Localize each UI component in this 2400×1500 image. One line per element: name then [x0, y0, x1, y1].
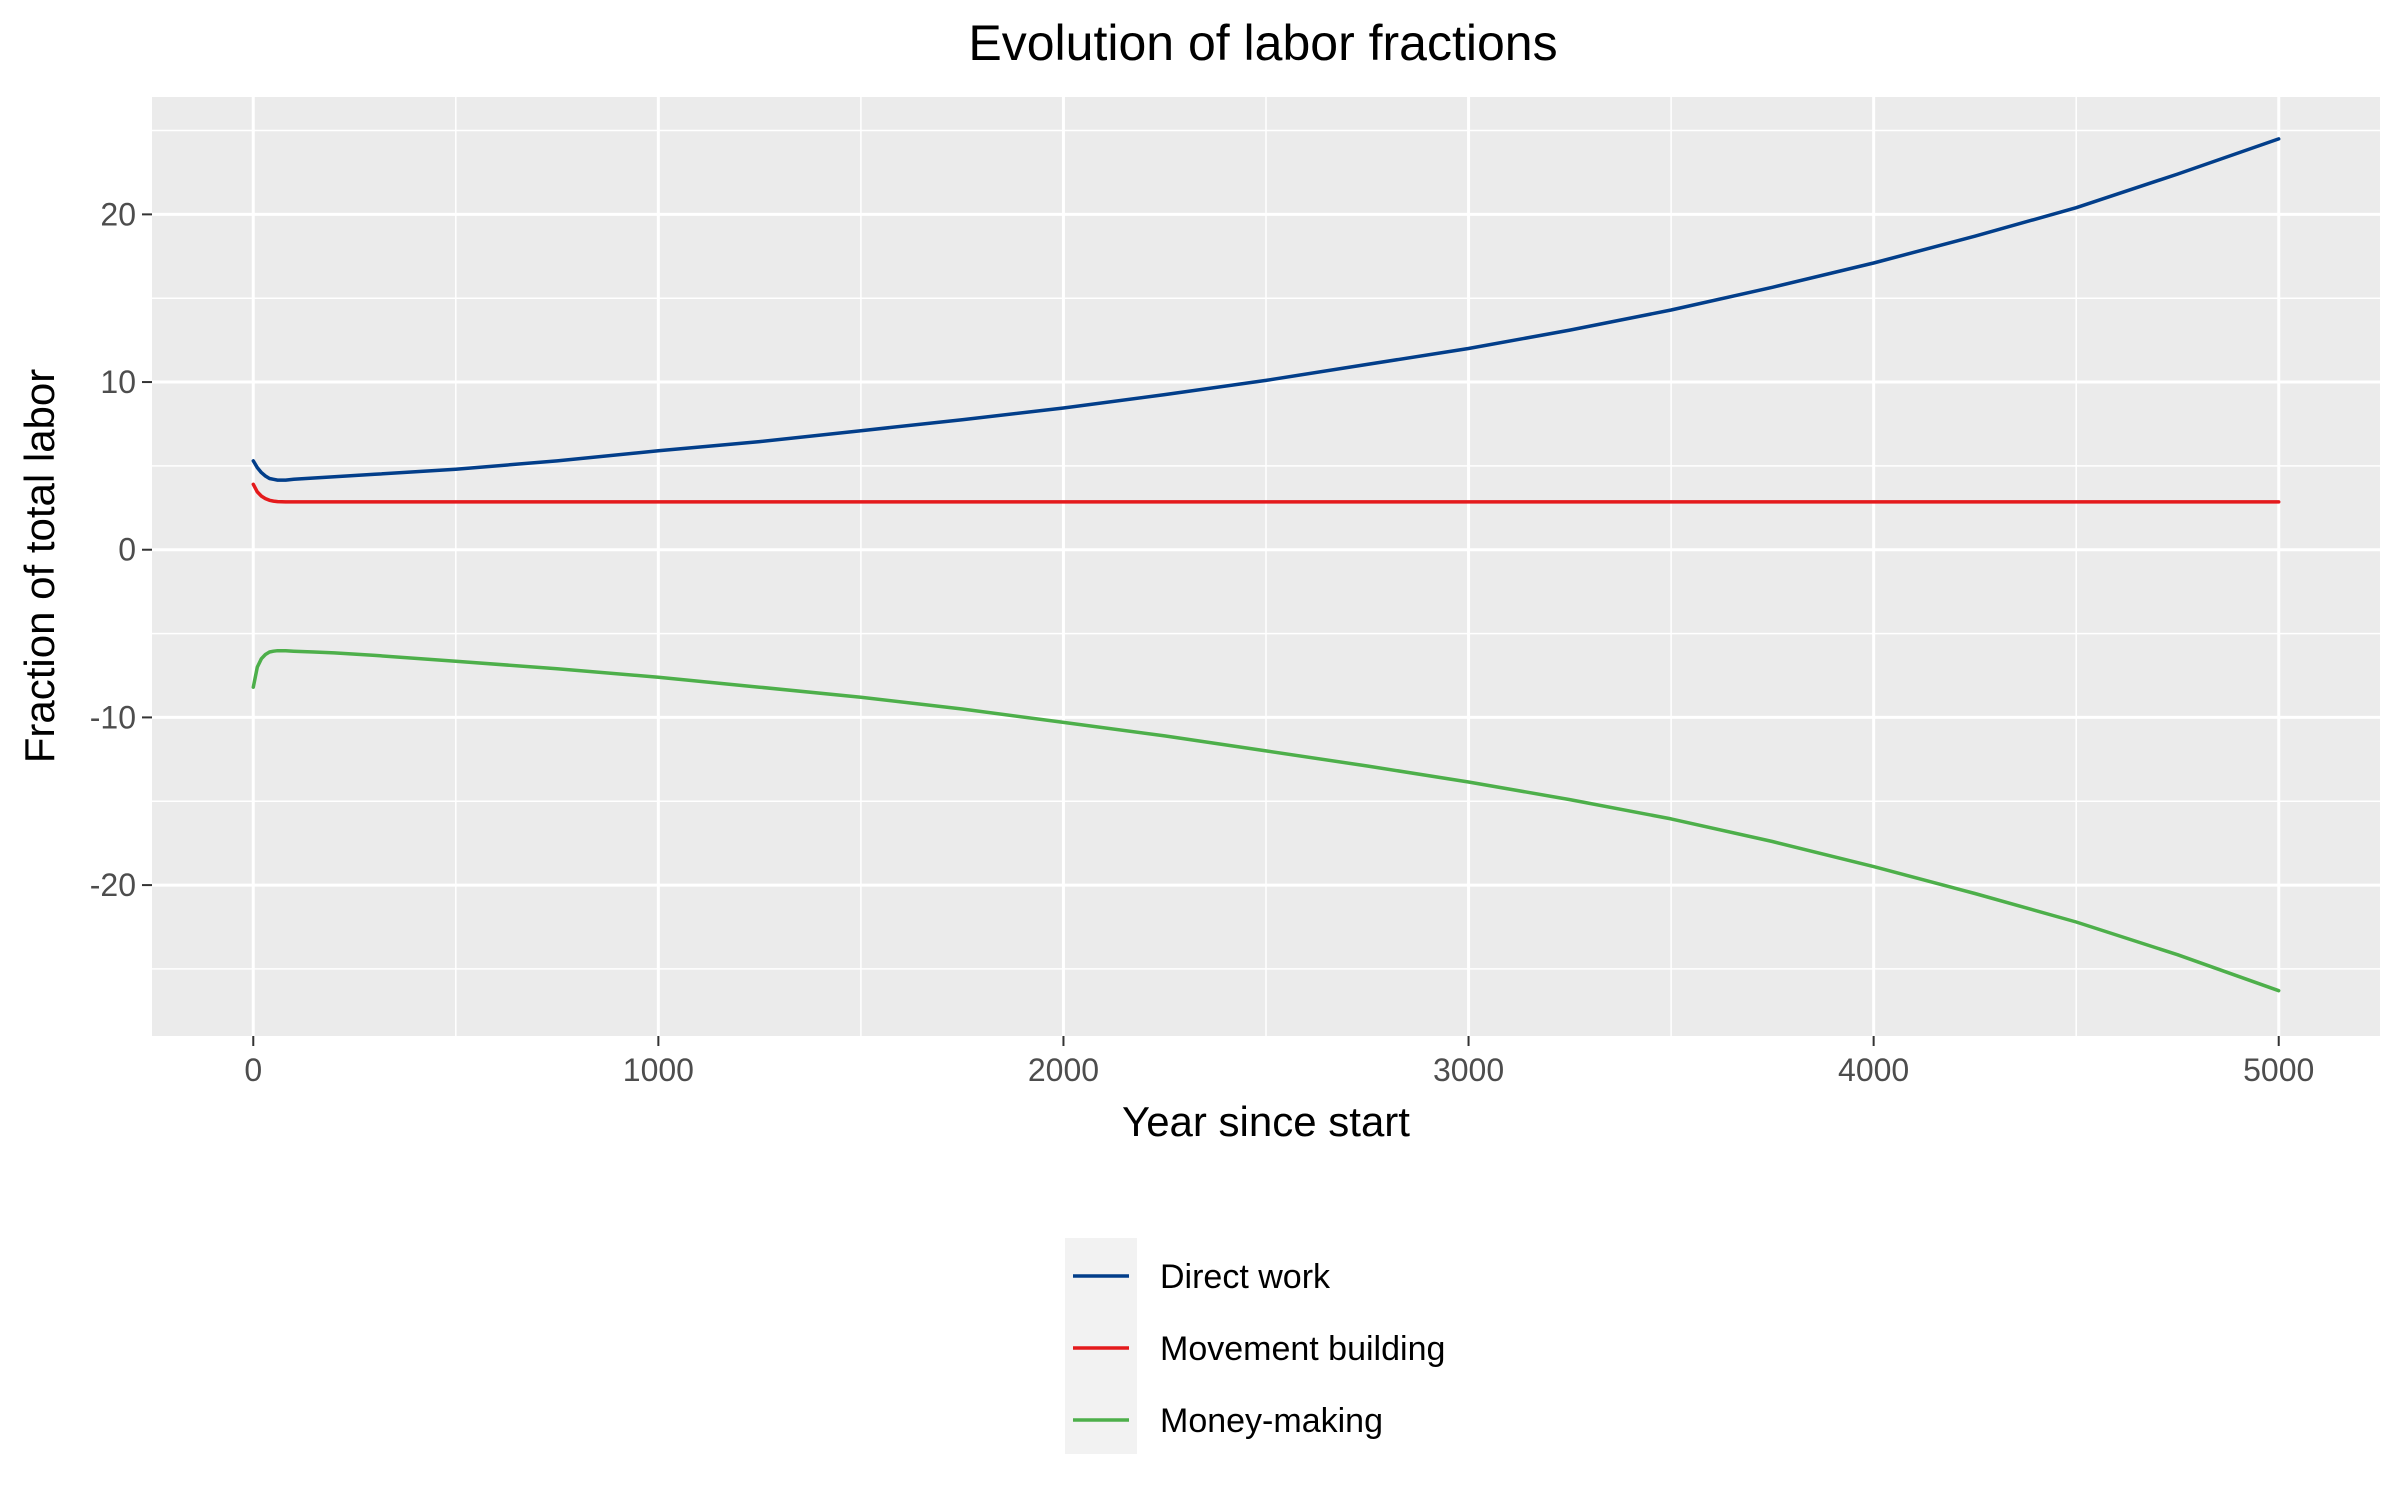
- series-line-movement-building: [251, 482, 2281, 504]
- x-tick-label: 4000: [1838, 1052, 1909, 1088]
- x-tick-label: 5000: [2243, 1052, 2314, 1088]
- y-tick-label: 0: [118, 532, 136, 568]
- legend: Direct work Movement building Money-making: [1073, 1258, 1445, 1440]
- chart-title: Evolution of labor fractions: [968, 15, 1557, 71]
- y-tick-label: 10: [100, 364, 136, 400]
- x-tick-label: 3000: [1433, 1052, 1504, 1088]
- legend-label-movement-building: Movement building: [1160, 1330, 1445, 1368]
- series-line-direct-work: [251, 137, 2281, 482]
- y-tick-label: -10: [90, 699, 136, 735]
- legend-label-direct-work: Direct work: [1160, 1258, 1331, 1296]
- x-tick-label: 1000: [623, 1052, 694, 1088]
- grid-lines: [152, 97, 2380, 1036]
- legend-label-money-making: Money-making: [1160, 1402, 1383, 1440]
- x-axis-title: Year since start: [1122, 1098, 1410, 1145]
- y-tick-label: -20: [90, 867, 136, 903]
- y-tick-label: 20: [100, 196, 136, 232]
- x-tick-label: 0: [244, 1052, 262, 1088]
- x-tick-label: 2000: [1028, 1052, 1099, 1088]
- series-line-money-making: [251, 648, 2281, 993]
- legend-box: [1065, 1238, 1137, 1454]
- axis-ticks: 0 1000 2000 3000 4000 5000 -20 -10 0 10 20: [90, 196, 2315, 1088]
- y-axis-title: Fraction of total labor: [16, 369, 63, 764]
- series-lines: [251, 137, 2281, 993]
